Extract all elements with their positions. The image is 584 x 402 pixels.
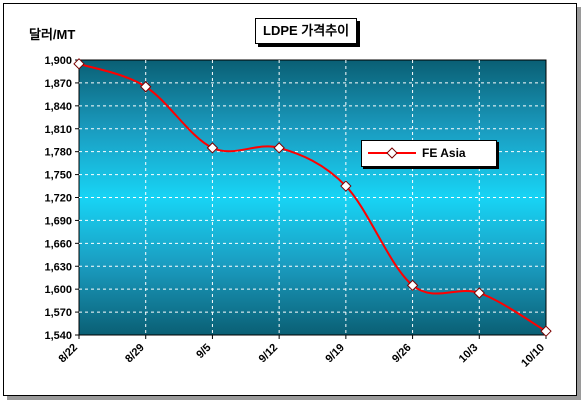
legend-entry-label: FE Asia bbox=[422, 146, 466, 160]
x-tick-label: 8/22 bbox=[56, 342, 80, 366]
y-tick-label: 1,720 bbox=[44, 193, 72, 205]
x-tick-label: 9/19 bbox=[323, 342, 347, 366]
x-tick-label: 9/5 bbox=[194, 342, 213, 361]
y-tick-label: 1,570 bbox=[44, 307, 72, 319]
y-tick-label: 1,780 bbox=[44, 147, 72, 159]
data-point-marker bbox=[206, 142, 219, 154]
y-tick-label: 1,900 bbox=[44, 55, 72, 67]
y-tick-label: 1,540 bbox=[44, 330, 72, 342]
y-tick-label: 1,750 bbox=[44, 170, 72, 182]
plot-area bbox=[78, 59, 547, 336]
y-tick-label: 1,810 bbox=[44, 124, 72, 136]
series-group bbox=[73, 58, 552, 337]
x-tick-label: 10/10 bbox=[519, 342, 547, 370]
y-tick-label: 1,870 bbox=[44, 78, 72, 90]
data-point-marker bbox=[406, 279, 419, 292]
x-tick-label: 9/12 bbox=[257, 342, 281, 366]
x-tick-labels: 8/22 8/29 9/5 9/12 9/19 9/26 10/3 10/10 bbox=[56, 342, 547, 370]
y-tick-label: 1,630 bbox=[44, 261, 72, 273]
series-line bbox=[78, 62, 547, 333]
y-tick-labels: 1,540 1,570 1,600 1,630 1,660 1,690 1,720 1,750… bbox=[44, 55, 72, 342]
legend-swatch bbox=[368, 147, 416, 159]
data-point-marker bbox=[473, 287, 485, 299]
y-tick-label: 1,660 bbox=[44, 238, 72, 250]
y-tick-label: 1,690 bbox=[44, 215, 72, 227]
chart-title: LDPE 가격추이 bbox=[255, 18, 358, 44]
data-point-marker bbox=[73, 58, 85, 70]
data-point-marker bbox=[140, 81, 152, 93]
y-tick-label: 1,600 bbox=[44, 284, 72, 296]
data-point-marker bbox=[340, 180, 352, 192]
data-point-marker bbox=[540, 325, 552, 337]
x-tick-label: 9/26 bbox=[390, 342, 414, 366]
x-tick-label: 8/29 bbox=[123, 342, 147, 366]
y-axis-label: 달러/MT bbox=[29, 27, 76, 42]
data-point-marker bbox=[273, 142, 285, 154]
y-tick-label: 1,840 bbox=[44, 101, 72, 113]
legend: FE Asia bbox=[361, 140, 497, 167]
x-tick-label: 10/3 bbox=[457, 342, 481, 366]
